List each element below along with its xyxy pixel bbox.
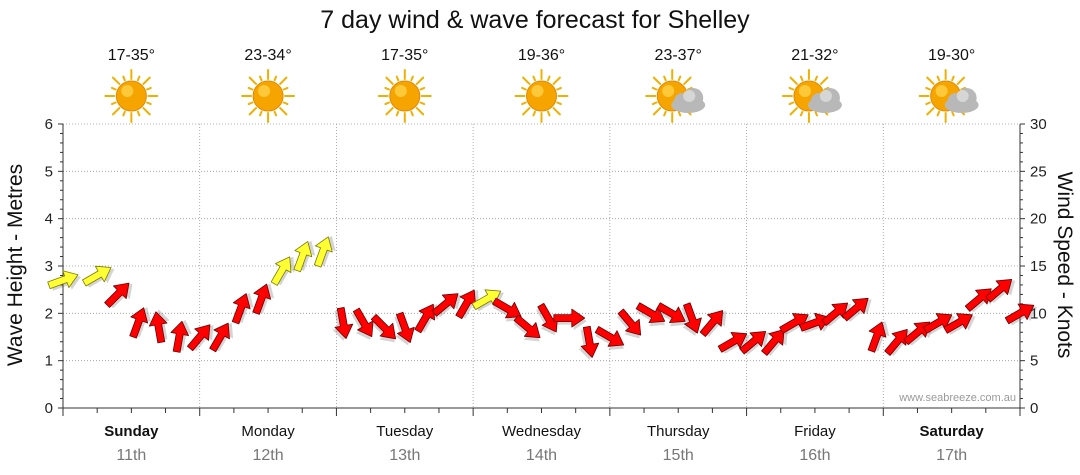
partly-cloudy-icon bbox=[781, 69, 842, 123]
wind-arrow bbox=[104, 282, 133, 309]
left-tick-label: 4 bbox=[45, 211, 53, 228]
left-tick-label: 6 bbox=[45, 116, 53, 133]
date-label: 13th bbox=[389, 447, 420, 464]
wind-arrow bbox=[943, 313, 976, 335]
date-label: 16th bbox=[799, 447, 830, 464]
sunny-icon bbox=[514, 69, 569, 123]
sunny-icon bbox=[377, 69, 432, 123]
temp-range: 17-35° bbox=[381, 47, 428, 64]
right-tick-label: 20 bbox=[1030, 211, 1047, 228]
watermark: www.seabreeze.com.au bbox=[898, 392, 1016, 404]
day-label: Monday bbox=[241, 423, 295, 440]
wind-arrow bbox=[681, 302, 702, 337]
bottom-axis: Sunday 11th Monday 12th Tuesday 13th Wednesday… bbox=[62, 407, 1021, 464]
wind-arrow bbox=[209, 322, 234, 353]
wind-arrow bbox=[739, 331, 770, 356]
left-tick-label: 5 bbox=[45, 163, 53, 180]
right-axis-title: Wind Speed - Knots bbox=[1053, 172, 1076, 359]
wind-arrow bbox=[656, 302, 686, 327]
wind-arrow bbox=[985, 279, 1016, 304]
wind-arrow bbox=[513, 314, 541, 342]
wind-arrow bbox=[170, 319, 192, 353]
temp-range: 19-36° bbox=[518, 47, 565, 64]
wind-arrow bbox=[370, 314, 397, 343]
wind-arrow bbox=[821, 302, 852, 327]
wind-arrow bbox=[414, 303, 439, 334]
wind-arrow bbox=[431, 293, 462, 318]
weather-row: 17-35° 23-34° 17-35° 19-36° 23-37° 21-32° 19-3… bbox=[104, 47, 979, 123]
temp-range: 23-34° bbox=[244, 47, 291, 64]
day-label: Friday bbox=[794, 423, 836, 440]
wind-arrow bbox=[492, 297, 522, 322]
wind-arrow bbox=[252, 283, 275, 315]
temp-range: 19-30° bbox=[928, 47, 975, 64]
partly-cloudy-icon bbox=[645, 69, 706, 123]
wind-arrow bbox=[332, 307, 354, 342]
chart-title: 7 day wind & wave forecast for Shelley bbox=[320, 6, 750, 34]
date-label: 15th bbox=[663, 447, 694, 464]
day-label: Saturday bbox=[920, 423, 985, 440]
right-tick-label: 15 bbox=[1030, 258, 1047, 275]
wind-arrow bbox=[82, 265, 115, 288]
temp-range: 23-37° bbox=[655, 47, 702, 64]
wind-arrow bbox=[699, 310, 727, 337]
left-tick-label: 3 bbox=[45, 258, 53, 275]
wind-arrow bbox=[594, 326, 625, 350]
temp-range: 17-35° bbox=[108, 47, 155, 64]
left-axis: 0 1 2 3 4 5 6 bbox=[45, 116, 64, 417]
wind-arrow bbox=[394, 311, 415, 346]
wind-arrow bbox=[1004, 303, 1038, 326]
date-label: 11th bbox=[116, 447, 146, 464]
left-tick-label: 0 bbox=[45, 400, 53, 417]
date-label: 12th bbox=[253, 447, 284, 464]
right-axis: 0 5 10 15 20 25 30 bbox=[1019, 116, 1047, 417]
wind-arrow bbox=[47, 270, 81, 291]
grid-lines bbox=[63, 123, 1020, 408]
wind-arrow bbox=[761, 329, 788, 356]
day-label: Tuesday bbox=[376, 423, 433, 440]
wind-arrow bbox=[293, 240, 316, 273]
left-tick-label: 1 bbox=[45, 353, 53, 370]
wind-arrow bbox=[455, 289, 480, 320]
left-axis-title: Wave Height - Metres bbox=[4, 164, 27, 366]
right-tick-label: 0 bbox=[1030, 400, 1038, 417]
wind-arrow bbox=[553, 308, 587, 331]
right-tick-label: 25 bbox=[1030, 163, 1047, 180]
day-label: Thursday bbox=[647, 423, 710, 440]
day-label: Sunday bbox=[104, 423, 159, 440]
wind-arrow bbox=[578, 325, 600, 360]
wind-arrow bbox=[351, 307, 374, 340]
wind-arrow bbox=[129, 306, 152, 339]
wind-arrow bbox=[617, 308, 642, 339]
wind-arrow bbox=[313, 235, 336, 268]
sunny-icon bbox=[104, 69, 159, 123]
right-tick-label: 30 bbox=[1030, 116, 1047, 133]
right-tick-label: 5 bbox=[1030, 353, 1038, 370]
wind-arrow bbox=[231, 292, 254, 325]
right-tick-label: 10 bbox=[1030, 305, 1047, 322]
sunny-icon bbox=[241, 69, 296, 123]
partly-cloudy-icon bbox=[918, 69, 979, 123]
left-tick-label: 2 bbox=[45, 305, 53, 322]
day-label: Wednesday bbox=[502, 423, 581, 440]
wind-arrow bbox=[270, 256, 295, 286]
wind-arrow bbox=[867, 321, 890, 353]
wind-arrow bbox=[148, 309, 170, 344]
date-label: 14th bbox=[526, 447, 557, 464]
temp-range: 21-32° bbox=[791, 47, 838, 64]
wind-arrow bbox=[186, 324, 214, 352]
wind-arrows bbox=[47, 235, 1038, 360]
date-label: 17th bbox=[936, 447, 967, 464]
wind-arrow bbox=[841, 297, 872, 322]
